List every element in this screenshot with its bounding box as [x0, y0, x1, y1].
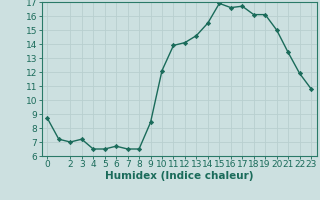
X-axis label: Humidex (Indice chaleur): Humidex (Indice chaleur) — [105, 171, 253, 181]
